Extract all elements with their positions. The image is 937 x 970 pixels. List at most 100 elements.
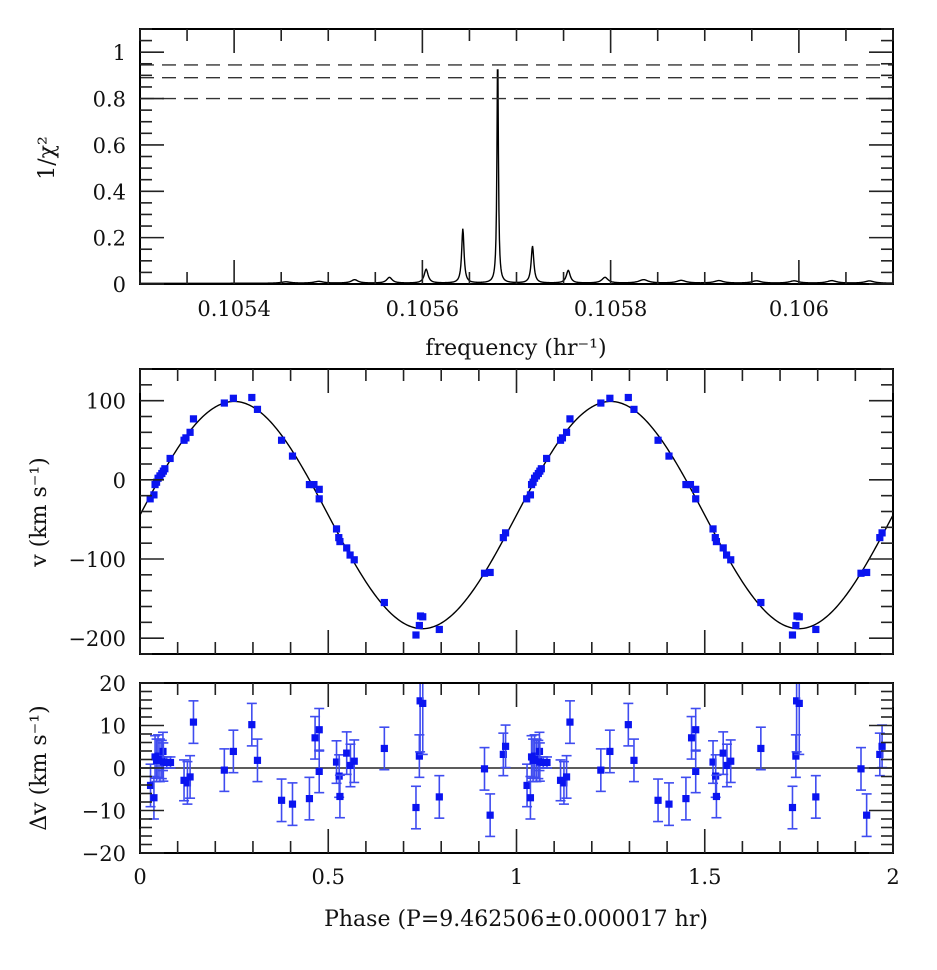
velocity-point [435,625,443,634]
velocity-point [630,405,638,413]
y-tick-label: 1 [113,41,126,65]
x-tick-label: 2 [886,865,899,889]
velocity-point [161,465,169,473]
y-tick-label: 0 [113,469,126,493]
residual-point [499,750,507,758]
velocity-point [537,465,545,473]
residual-point [757,744,765,753]
residual-ylabel: Δv (km s⁻¹) [27,705,52,830]
velocity-point [253,405,262,413]
residual-point [163,758,171,767]
velocity-point [712,537,721,546]
residual-point [480,765,489,773]
residual-point [220,766,228,774]
velocity-point [152,478,161,486]
velocity-point [182,434,190,442]
velocity-point [419,613,427,621]
residual-point [486,811,494,819]
residual-point [166,758,175,767]
residual-point [857,765,865,773]
residual-point [189,718,198,726]
residual-point [543,758,551,767]
residual-point [624,721,632,729]
residual-point [336,792,344,801]
residual-point [606,747,614,756]
velocity-point [812,625,820,634]
residual-point [315,726,323,734]
x-tick-label: 0.106 [769,297,829,321]
velocity-point [876,534,884,542]
residual-point [311,734,319,742]
residual-point [277,796,286,804]
residual-point [682,795,690,803]
velocity-point [665,452,673,460]
velocity-point [727,556,735,564]
velocity-point [315,485,323,493]
velocity-point [682,480,690,489]
residual-point [723,761,731,770]
residual-point [539,758,547,767]
velocity-point [277,436,286,444]
velocity-point [795,613,803,621]
residual-point [526,794,535,802]
residual-point [876,750,884,758]
x-tick-label: 1 [510,865,523,889]
velocity-point [526,491,535,499]
velocity-point [692,485,700,493]
residual-point [654,796,662,804]
residual-point [150,794,158,802]
residual-point [346,761,355,770]
residual-point [878,742,886,750]
residual-point [863,811,871,819]
y-tick-label: −200 [68,627,126,651]
y-tick-label: 0.2 [93,227,126,251]
x-tick-label: 0.1056 [386,297,459,321]
residual-point [415,752,423,760]
velocity-point [719,544,727,552]
velocity-point [336,537,344,546]
periodogram-panel: 0.1054 0.1056 0.1058 0.106 0 0.2 0.4 0.6 0.8 1 fr… [35,28,894,361]
velocity-point [186,428,194,436]
residual-point [350,757,358,765]
velocity-point [332,525,341,533]
residual-point [523,781,531,790]
residual-point [792,752,800,760]
velocity-ylabel: v (km s⁻¹) [27,457,52,568]
residual-point [186,773,194,781]
residual-point [692,726,700,734]
residual-point [183,779,192,787]
velocity-point [310,480,318,489]
velocity-point [757,598,765,607]
residual-point [597,766,605,774]
velocity-point [558,434,567,442]
residual-point [343,749,351,757]
periodogram-xlabel: frequency (hr⁻¹) [425,336,606,361]
residual-point [315,767,323,775]
residual-point [709,758,717,766]
velocity-point [562,428,571,436]
velocity-point [486,568,494,577]
residual-point [229,747,237,756]
residual-point [501,742,510,750]
velocity-point [863,568,871,577]
x-tick-label: 0.5 [312,865,345,889]
velocity-point [315,495,323,503]
velocity-point [166,454,174,463]
residual-point [727,757,735,765]
residual-point [712,792,721,801]
velocity-point [597,399,605,407]
periodogram-frame [139,28,894,285]
residual-point [788,803,797,812]
y-tick-label: 0 [113,273,126,297]
residual-point [305,795,314,803]
velocity-point [543,454,551,463]
velocity-point [529,478,537,486]
y-tick-label: 10 [99,715,126,739]
residual-point [380,744,388,753]
velocity-point [788,631,797,639]
velocity-point [792,621,800,630]
velocity-point [722,551,731,559]
velocity-point [857,569,865,577]
velocity-point [288,452,297,460]
